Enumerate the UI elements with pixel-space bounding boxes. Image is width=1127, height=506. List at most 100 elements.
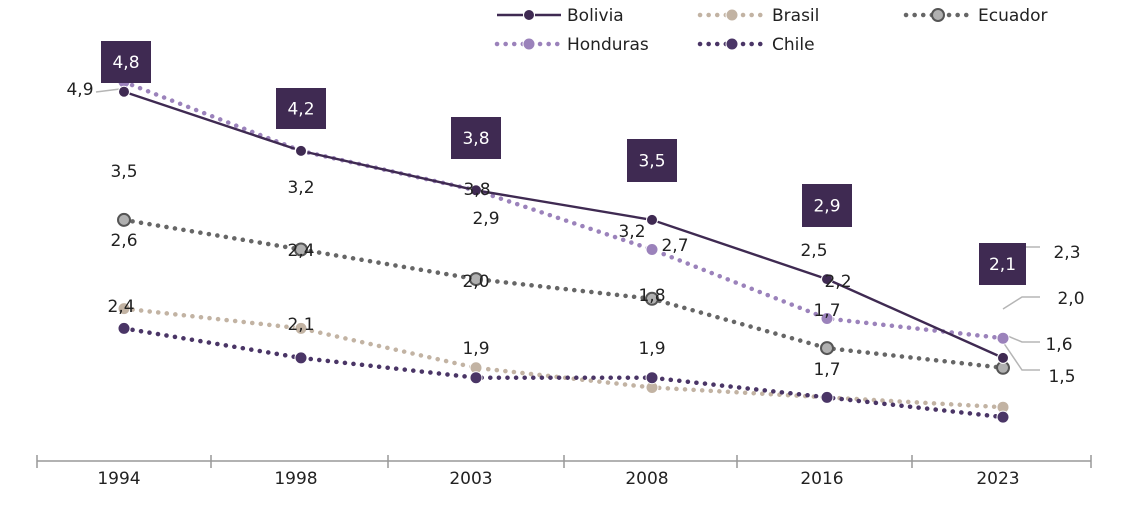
point-honduras-2008 [645,243,659,256]
legend-item-bolivia: Bolivia [497,6,624,26]
legend-swatch-marker-chile [725,37,739,51]
point-brasil-1994 [117,302,131,316]
point-chile-1998 [294,351,308,365]
data-label-box-bg-bolivia-2008 [627,139,677,182]
data-label-chile-2023: 1,5 [1048,367,1075,387]
data-label-chile-2016: 1,7 [813,360,840,380]
data-label-chile-2003: 1,9 [462,339,489,359]
x-tick-label-2016: 2016 [800,469,843,489]
data-label-bolivia-2023: 2,1 [989,255,1016,275]
data-label-box-bg-bolivia-2023 [979,243,1026,285]
legend-swatch-marker-brasil [725,8,739,22]
data-label-box-bg-bolivia-2003 [451,117,501,159]
legend-label-honduras: Honduras [567,35,649,55]
data-label-brasil-2003: 2,0 [462,272,489,292]
point-ecuador-2008 [645,291,659,306]
point-ecuador-2016 [820,341,834,356]
leader-lines [95,88,1040,371]
data-label-brasil-1998: 2,4 [287,241,314,261]
data-label-brasil-2023: 1,6 [1045,335,1072,355]
data-label-brasil-2008: 1,8 [638,286,665,306]
data-label-bolivia-2016: 2,9 [813,197,840,217]
point-honduras-2016 [820,312,834,325]
legend-label-brasil: Brasil [772,6,819,26]
legend-label-chile: Chile [772,35,815,55]
series-line-chile [121,326,1006,420]
data-label-honduras-2003: 3,8 [463,180,490,200]
series-line-ecuador [121,217,1006,371]
data-label-ecuador-2003: 2,9 [472,209,499,229]
data-label-honduras-1994: 4,9 [66,80,93,100]
series-points [117,75,1010,424]
leader-line-brasil-2023 [1002,333,1040,343]
data-label-chile-1994: 2,4 [107,297,134,317]
data-label-box-bolivia-2023: 2,1 [979,243,1026,285]
data-label-honduras-2023: 2,3 [1053,243,1080,263]
data-label-brasil-2016: 1,7 [813,301,840,321]
data-label-bolivia-2008: 3,5 [638,152,665,172]
data-label-brasil-1994: 2,6 [110,231,137,251]
x-tick-label-2008: 2008 [625,469,668,489]
data-label-chile-2008: 1,9 [638,339,665,359]
data-label-honduras-2016: 2,5 [800,241,827,261]
data-label-bolivia-2003: 3,8 [462,129,489,149]
data-label-box-bolivia-2016: 2,9 [802,184,852,227]
point-bolivia-2003 [470,184,482,197]
legend-item-chile: Chile [697,35,815,55]
legend-item-ecuador: Ecuador [903,6,1047,26]
series-line-brasil [121,306,1006,410]
legend-label-bolivia: Bolivia [567,6,624,26]
point-honduras-2023 [996,331,1010,345]
data-label-box-bolivia-2008: 3,5 [627,139,677,182]
x-axis: 1994 1998 2003 2008 2016 2023 [36,455,1092,489]
point-bolivia-1998 [295,144,307,157]
leader-line-chile-2023 [1002,341,1040,371]
x-tick-label-2023: 2023 [976,469,1019,489]
point-ecuador-1998 [294,242,308,257]
series-lines [121,79,1006,420]
legend-label-ecuador: Ecuador [978,6,1047,26]
legend: Bolivia Honduras Brasil Ecuador Chile [494,6,1047,55]
data-labels: 4,9 3,8 3,2 2,5 2,3 3,5 3,2 2,9 2,7 2,2 2,0 2,6 2,4 2… [66,41,1085,387]
point-chile-2008 [645,371,659,385]
data-label-bolivia-1998: 4,2 [287,100,314,120]
point-chile-2023 [996,410,1010,424]
data-label-ecuador-1998: 3,2 [287,178,314,198]
data-label-ecuador-1994: 3,5 [110,162,137,182]
legend-swatch-marker-bolivia [523,9,535,21]
data-label-ecuador-2008: 2,7 [661,236,688,256]
point-bolivia-2016 [821,273,833,286]
legend-item-honduras: Honduras [494,35,649,55]
series-line-bolivia [123,90,1004,359]
data-label-box-bolivia-2003: 3,8 [451,117,501,159]
point-chile-2016 [820,390,834,404]
point-bolivia-1994 [118,85,130,98]
x-tick-label-1994: 1994 [97,469,140,489]
data-label-ecuador-2023: 2,0 [1057,289,1084,309]
point-ecuador-2003 [469,272,483,287]
data-label-chile-1998: 2,1 [287,315,314,335]
data-label-box-bolivia-1998: 4,2 [276,88,326,129]
data-label-bolivia-1994: 4,8 [112,53,139,73]
point-ecuador-1994 [117,212,131,227]
data-label-box-bg-bolivia-2016 [802,184,852,227]
legend-swatch-marker-honduras [522,37,536,51]
legend-item-brasil: Brasil [697,6,819,26]
x-tick-label-2003: 2003 [449,469,492,489]
data-label-box-bg-bolivia-1998 [276,88,326,129]
data-label-box-bolivia-1994: 4,8 [101,41,151,83]
point-bolivia-2023 [997,351,1009,364]
legend-swatch-marker-ecuador [931,8,945,22]
data-label-honduras-2008: 3,2 [618,222,645,242]
x-tick-label-1998: 1998 [274,469,317,489]
point-chile-1994 [117,321,131,335]
leader-line-honduras-1994 [95,88,121,93]
series-line-honduras [121,79,1006,341]
data-label-ecuador-2016: 2,2 [824,272,851,292]
point-chile-2003 [469,371,483,385]
point-brasil-1998 [294,321,308,335]
data-label-box-bg-bolivia-1994 [101,41,151,83]
point-bolivia-2008 [646,213,658,226]
leader-line-ecuador-2023 [1002,296,1040,310]
